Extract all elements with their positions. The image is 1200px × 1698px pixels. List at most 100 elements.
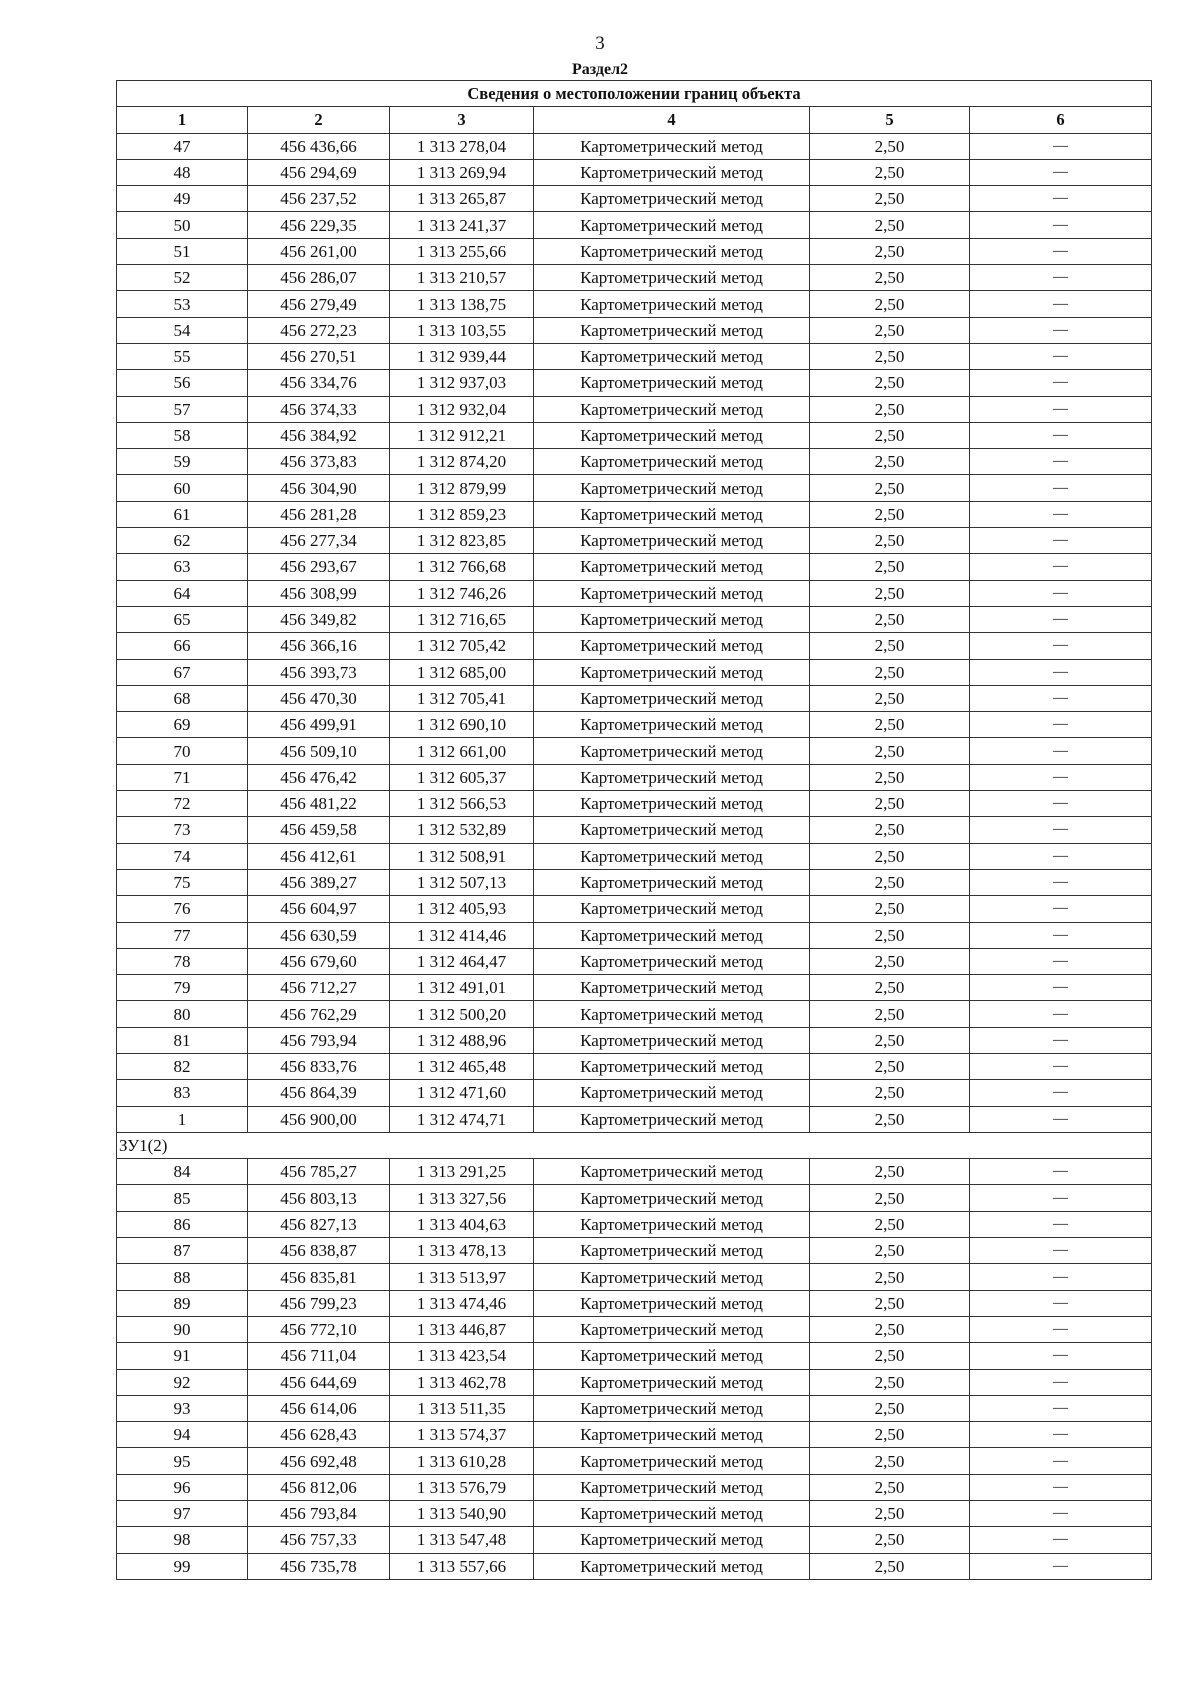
- table-row: 56 456 334,76 1 312 937,03 Картометрический…: [116, 369, 1153, 397]
- coord-y: 1 313 547,48: [389, 1526, 534, 1554]
- coord-x: 456 793,94: [247, 1026, 390, 1054]
- method: Картометрический метод: [533, 1105, 810, 1133]
- method: Картометрический метод: [533, 553, 810, 581]
- method: Картометрический метод: [533, 868, 810, 897]
- table-row: 58 456 384,92 1 312 912,21 Картометрический…: [116, 421, 1153, 450]
- coord-y: 1 312 879,99: [389, 474, 534, 502]
- coord-y: 1 313 103,55: [389, 316, 534, 344]
- point-number: 96: [116, 1473, 248, 1502]
- point-number: 81: [116, 1026, 248, 1054]
- description: —: [968, 553, 1153, 581]
- table-row: 84 456 785,27 1 313 291,25 Картометрический…: [116, 1158, 1153, 1186]
- coord-y: 1 313 241,37: [389, 211, 534, 239]
- coord-y: 1 313 278,04: [389, 132, 534, 160]
- coord-y: 1 312 471,60: [389, 1079, 534, 1107]
- coord-x: 456 286,07: [247, 264, 390, 292]
- description: —: [968, 316, 1153, 344]
- coord-x: 456 272,23: [247, 316, 390, 344]
- point-number: 98: [116, 1526, 248, 1554]
- coord-y: 1 312 507,13: [389, 868, 534, 897]
- table-row: 65 456 349,82 1 312 716,65 Картометрический…: [116, 605, 1153, 634]
- point-number: 93: [116, 1394, 248, 1423]
- description: —: [968, 1552, 1153, 1580]
- point-number: 85: [116, 1184, 248, 1212]
- point-number: 51: [116, 237, 248, 266]
- coord-y: 1 312 859,23: [389, 500, 534, 529]
- table-row: 61 456 281,28 1 312 859,23 Картометрический…: [116, 500, 1153, 529]
- point-number: 83: [116, 1079, 248, 1107]
- coord-x: 456 793,84: [247, 1500, 390, 1528]
- table-row: 93 456 614,06 1 313 511,35 Картометрический…: [116, 1394, 1153, 1423]
- method: Картометрический метод: [533, 1552, 810, 1580]
- method: Картометрический метод: [533, 1026, 810, 1054]
- table-row: 98 456 757,33 1 313 547,48 Картометрический…: [116, 1526, 1153, 1554]
- method: Картометрический метод: [533, 369, 810, 397]
- coord-y: 1 312 414,46: [389, 921, 534, 949]
- point-number: 61: [116, 500, 248, 529]
- accuracy: 2,50: [809, 316, 970, 344]
- table-row: 89 456 799,23 1 313 474,46 Картометрический…: [116, 1289, 1153, 1317]
- coord-y: 1 313 446,87: [389, 1315, 534, 1344]
- method: Картометрический метод: [533, 342, 810, 371]
- accuracy: 2,50: [809, 237, 970, 266]
- method: Картометрический метод: [533, 1210, 810, 1239]
- coord-x: 456 833,76: [247, 1052, 390, 1081]
- coord-y: 1 313 557,66: [389, 1552, 534, 1580]
- coord-y: 1 313 269,94: [389, 158, 534, 187]
- accuracy: 2,50: [809, 1026, 970, 1054]
- table-row: 94 456 628,43 1 313 574,37 Картометрический…: [116, 1421, 1153, 1449]
- point-number: 97: [116, 1500, 248, 1528]
- coord-x: 456 293,67: [247, 553, 390, 581]
- table-row: 47 456 436,66 1 313 278,04 Картометрический…: [116, 132, 1153, 160]
- column-header: 6: [968, 106, 1153, 134]
- method: Картометрический метод: [533, 474, 810, 502]
- coord-y: 1 313 255,66: [389, 237, 534, 266]
- method: Картометрический метод: [533, 895, 810, 923]
- accuracy: 2,50: [809, 527, 970, 555]
- accuracy: 2,50: [809, 290, 970, 318]
- table-row: 50 456 229,35 1 313 241,37 Картометрический…: [116, 211, 1153, 239]
- method: Картометрический метод: [533, 1289, 810, 1317]
- coord-y: 1 312 605,37: [389, 763, 534, 792]
- point-number: 70: [116, 737, 248, 765]
- method: Картометрический метод: [533, 1473, 810, 1502]
- accuracy: 2,50: [809, 711, 970, 739]
- accuracy: 2,50: [809, 1210, 970, 1239]
- description: —: [968, 1158, 1153, 1186]
- method: Картометрический метод: [533, 737, 810, 765]
- description: —: [968, 237, 1153, 266]
- point-number: 59: [116, 448, 248, 476]
- coord-x: 456 772,10: [247, 1315, 390, 1344]
- coord-x: 456 261,00: [247, 237, 390, 266]
- description: —: [968, 1315, 1153, 1344]
- method: Картометрический метод: [533, 1315, 810, 1344]
- table-row: 83 456 864,39 1 312 471,60 Картометрический…: [116, 1079, 1153, 1107]
- coord-y: 1 313 511,35: [389, 1394, 534, 1423]
- column-header: 5: [809, 106, 970, 134]
- method: Картометрический метод: [533, 1237, 810, 1265]
- description: —: [968, 1026, 1153, 1054]
- method: Картометрический метод: [533, 632, 810, 660]
- accuracy: 2,50: [809, 895, 970, 923]
- table-row: 57 456 374,33 1 312 932,04 Картометрический…: [116, 395, 1153, 423]
- description: —: [968, 790, 1153, 818]
- description: —: [968, 500, 1153, 529]
- table-row: 55 456 270,51 1 312 939,44 Картометрический…: [116, 342, 1153, 371]
- boundary-table: Сведения о местоположении границ объекта…: [115, 79, 1153, 1580]
- table-row: 73 456 459,58 1 312 532,89 Картометрический…: [116, 816, 1153, 844]
- description: —: [968, 185, 1153, 213]
- description: —: [968, 605, 1153, 634]
- point-number: 71: [116, 763, 248, 792]
- accuracy: 2,50: [809, 790, 970, 818]
- coord-x: 456 374,33: [247, 395, 390, 423]
- accuracy: 2,50: [809, 500, 970, 529]
- table-row: 88 456 835,81 1 313 513,97 Картометрический…: [116, 1263, 1153, 1291]
- coord-x: 456 864,39: [247, 1079, 390, 1107]
- group-label: ЗУ1(2): [115, 1131, 1153, 1160]
- method: Картометрический метод: [533, 1447, 810, 1475]
- description: —: [968, 395, 1153, 423]
- point-number: 75: [116, 868, 248, 897]
- accuracy: 2,50: [809, 1079, 970, 1107]
- point-number: 80: [116, 1000, 248, 1028]
- description: —: [968, 1342, 1153, 1370]
